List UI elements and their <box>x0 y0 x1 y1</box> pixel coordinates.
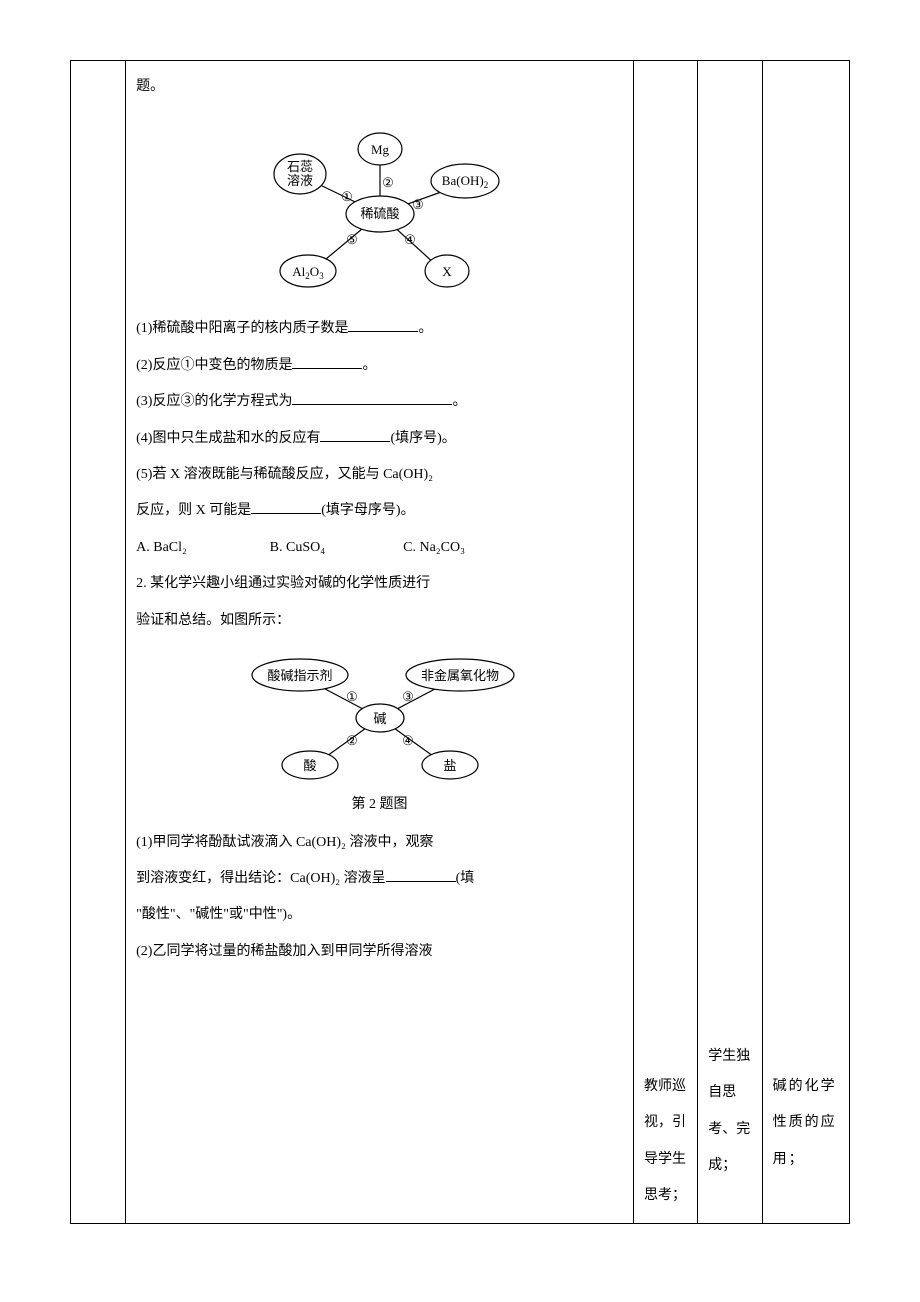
svg-text:Ba(OH)2: Ba(OH)2 <box>441 173 487 190</box>
q2-i1-l3: "酸性"、"碱性"或"中性")。 <box>136 897 623 933</box>
q1-i2-text: (2)反应①中变色的物质是 <box>136 358 292 373</box>
q2-caption: 第 2 题图 <box>136 795 623 815</box>
design-note: 碱的化学性质的应用； <box>773 1069 839 1178</box>
q1-i5-blank <box>251 500 321 514</box>
teacher-col: 教师巡视，引导学生思考； <box>633 61 697 1224</box>
q1-opt-a: A. BaCl₂ <box>136 530 266 566</box>
q1-i1-text: (1)稀硫酸中阳离子的核内质子数是 <box>136 321 348 336</box>
q1-i3-text: (3)反应③的化学方程式为 <box>136 394 292 409</box>
q1-i2-end: 。 <box>362 358 376 373</box>
student-note: 学生独自思考、完成； <box>708 1039 751 1185</box>
svg-text:③: ③ <box>402 689 414 704</box>
svg-text:X: X <box>442 264 452 279</box>
q1-i5-pre: 反应，则 X 可能是 <box>136 503 251 518</box>
q1-i3-end: 。 <box>452 394 466 409</box>
page-grid: 题。 <box>70 60 850 1224</box>
q1-i4-pre: (4)图中只生成盐和水的反应有 <box>136 431 320 446</box>
svg-text:碱: 碱 <box>373 711 386 726</box>
q1-options: A. BaCl₂ B. CuSO₄ C. Na₂CO₃ <box>136 530 623 566</box>
q1-i1-blank <box>348 318 418 332</box>
q1-item5-l1: (5)若 X 溶液既能与稀硫酸反应，又能与 Ca(OH)₂ <box>136 457 623 493</box>
q1-item5-l2: 反应，则 X 可能是 (填字母序号)。 <box>136 493 623 529</box>
q2-i1-post: (填 <box>456 871 475 886</box>
svg-text:⑤: ⑤ <box>346 232 358 247</box>
q1-diagram: 稀硫酸 Mg 石蕊 溶液 Ba(OH)2 X Al2O3 ① ② ③ ④ ⑤ <box>136 119 623 303</box>
q1-i3-blank <box>292 391 452 405</box>
continuation-text: 题。 <box>136 69 623 105</box>
q1-item4: (4)图中只生成盐和水的反应有 (填序号)。 <box>136 421 623 457</box>
q1-item3: (3)反应③的化学方程式为 。 <box>136 384 623 420</box>
svg-text:④: ④ <box>404 232 416 247</box>
q1-item2: (2)反应①中变色的物质是 。 <box>136 348 623 384</box>
teacher-note: 教师巡视，引导学生思考； <box>644 1069 687 1215</box>
svg-text:非金属氧化物: 非金属氧化物 <box>421 668 499 683</box>
left-gutter <box>71 61 126 1224</box>
q2-diagram: 碱 酸碱指示剂 非金属氧化物 酸 盐 ① ③ ② ④ <box>136 653 623 787</box>
svg-text:稀硫酸: 稀硫酸 <box>360 206 399 221</box>
q1-i5-post: (填字母序号)。 <box>321 503 414 518</box>
svg-text:石蕊: 石蕊 <box>287 159 313 174</box>
svg-text:①: ① <box>346 689 358 704</box>
q2-stem-l1: 2. 某化学兴趣小组通过实验对碱的化学性质进行 <box>136 566 623 602</box>
svg-text:溶液: 溶液 <box>287 173 313 188</box>
q1-i1-end: 。 <box>418 321 432 336</box>
svg-text:酸碱指示剂: 酸碱指示剂 <box>267 668 332 683</box>
student-col: 学生独自思考、完成； <box>698 61 762 1224</box>
q2-i1-blank <box>386 868 456 882</box>
q2-stem-l2: 验证和总结。如图所示： <box>136 603 623 639</box>
q2-i2: (2)乙同学将过量的稀盐酸加入到甲同学所得溶液 <box>136 934 623 970</box>
svg-text:④: ④ <box>402 733 414 748</box>
main-content: 题。 <box>126 61 634 1224</box>
svg-text:③: ③ <box>412 197 424 212</box>
design-col: 碱的化学性质的应用； <box>762 61 849 1224</box>
svg-text:②: ② <box>346 733 358 748</box>
q1-opt-c: C. Na₂CO₃ <box>403 530 533 566</box>
svg-text:Mg: Mg <box>371 142 390 157</box>
svg-text:②: ② <box>382 175 394 190</box>
q1-opt-b: B. CuSO₄ <box>270 530 400 566</box>
svg-text:①: ① <box>341 189 353 204</box>
q1-item1: (1)稀硫酸中阳离子的核内质子数是 。 <box>136 311 623 347</box>
q1-i4-blank <box>320 428 390 442</box>
q1-i2-blank <box>292 355 362 369</box>
q2-i1-l1: (1)甲同学将酚酞试液滴入 Ca(OH)₂ 溶液中，观察 <box>136 825 623 861</box>
q1-i4-post: (填序号)。 <box>390 431 455 446</box>
svg-text:酸: 酸 <box>303 758 316 773</box>
q2-i1-pre: 到溶液变红，得出结论：Ca(OH)₂ 溶液呈 <box>136 871 385 886</box>
q2-i1-l2: 到溶液变红，得出结论：Ca(OH)₂ 溶液呈 (填 <box>136 861 623 897</box>
svg-text:盐: 盐 <box>443 758 456 773</box>
